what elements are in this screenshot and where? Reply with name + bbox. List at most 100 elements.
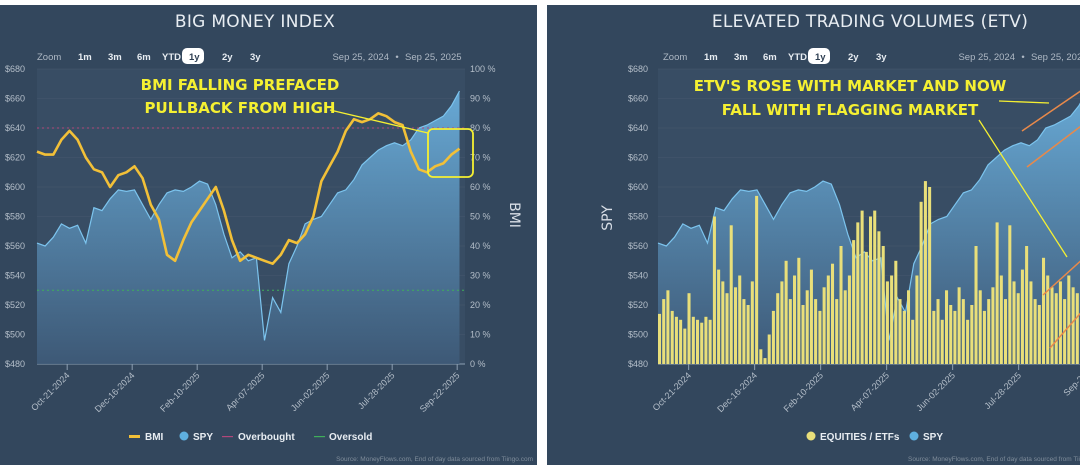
etv-bar <box>662 299 666 364</box>
zoom-button-1m[interactable]: 1m <box>78 52 92 63</box>
legend-item-spy[interactable]: SPY <box>909 431 944 444</box>
etv-bar <box>877 231 881 365</box>
etv-bar <box>1058 281 1062 364</box>
etv-bar <box>885 281 889 364</box>
range-start[interactable]: Sep 25, 2024 <box>958 52 1015 63</box>
etv-bar <box>881 246 885 364</box>
etv-bar <box>1050 287 1054 364</box>
etv-bar <box>839 246 843 364</box>
zoom-button-2y[interactable]: 2y <box>222 52 233 63</box>
zoom-button-1m[interactable]: 1m <box>704 52 718 63</box>
etv-bar <box>978 290 982 365</box>
etv-bar <box>793 275 797 364</box>
etv-bar <box>776 293 780 364</box>
zoom-button-label: YTD <box>788 52 807 63</box>
etv-bar <box>763 358 767 364</box>
legend-item-oversold[interactable]: Oversold <box>314 432 372 443</box>
etv-bar <box>729 225 733 364</box>
zoom-button-label: 2y <box>222 52 233 63</box>
etv-bars <box>658 181 1079 365</box>
legend-item-bmi[interactable]: BMI <box>129 432 164 443</box>
etv-bar <box>797 257 801 364</box>
oversold-swatch <box>314 436 325 438</box>
annotation-arrow <box>329 109 429 134</box>
range-start[interactable]: Sep 25, 2024 <box>332 52 389 63</box>
y-tick-label: 10 % <box>470 330 491 340</box>
y-tick-label: $660 <box>628 94 648 104</box>
etv-bar <box>898 299 902 364</box>
y-tick-label: $680 <box>628 64 648 74</box>
y-tick-label: $540 <box>5 271 25 281</box>
y-tick-label: $660 <box>5 94 25 104</box>
zoom-button-3y[interactable]: 3y <box>250 52 261 63</box>
legend-item-spy[interactable]: SPY <box>179 431 214 444</box>
etv-bar <box>1033 299 1037 364</box>
etv-bar <box>949 305 953 364</box>
y-tick-label: 20 % <box>470 300 491 310</box>
etv-bar <box>801 305 805 364</box>
y-tick-label: 100 % <box>470 64 496 74</box>
y-axis-title-bmi: BMI <box>506 202 522 228</box>
etv-bar <box>805 290 809 365</box>
range-end[interactable]: Sep 25, 2025 <box>405 52 462 63</box>
y-tick-label: $540 <box>628 271 648 281</box>
etv-bar <box>1042 257 1046 364</box>
overbought-swatch <box>222 436 233 438</box>
etv-bar <box>991 287 995 364</box>
zoom-button-label: YTD <box>162 52 181 63</box>
y-tick-label: 50 % <box>470 212 491 222</box>
y-tick-label: 80 % <box>470 123 491 133</box>
etv-bar <box>780 281 784 364</box>
etv-bar <box>814 299 818 364</box>
y-tick-label: $640 <box>628 123 648 133</box>
etv-bar <box>826 275 830 364</box>
etv-bar <box>788 299 792 364</box>
zoom-label: Zoom <box>37 52 61 63</box>
bmi-chart-panel: BIG MONEY INDEX Zoom 1m 3m 6m YTD 1y 2y 3y Sep 2… <box>0 5 537 465</box>
annotation-arrow <box>978 119 1068 258</box>
legend-item-equities-etfs[interactable]: EQUITIES / ETFs <box>806 431 900 444</box>
etv-bar <box>1046 275 1050 364</box>
zoom-button-6m[interactable]: 6m <box>763 52 777 63</box>
etv-bar <box>700 322 704 364</box>
range-separator: • <box>1021 52 1024 63</box>
active-pill <box>182 48 204 64</box>
zoom-button-3m[interactable]: 3m <box>108 52 122 63</box>
range-end[interactable]: Sep 25, 2025 <box>1031 52 1080 63</box>
etv-bar <box>873 210 877 364</box>
zoom-button-3y[interactable]: 3y <box>876 52 887 63</box>
zoom-button-1y[interactable]: 1y <box>182 48 204 64</box>
zoom-button-1y[interactable]: 1y <box>808 48 830 64</box>
legend-label: Overbought <box>238 432 295 443</box>
zoom-button-3m[interactable]: 3m <box>734 52 748 63</box>
annotation-line-1: ETV'S ROSE WITH MARKET AND NOW <box>694 77 1007 95</box>
source-note: Source: MoneyFlows.com, End of day data … <box>908 456 1080 463</box>
y-tick-label: $560 <box>628 241 648 251</box>
etv-bar <box>1025 246 1029 364</box>
etv-bar <box>746 305 750 364</box>
legend-label: SPY <box>923 432 943 443</box>
etv-bar <box>919 201 923 365</box>
etv-bar <box>923 181 927 364</box>
zoom-button-6m[interactable]: 6m <box>137 52 151 63</box>
zoom-button-label: 1y <box>189 52 200 63</box>
zoom-button-2y[interactable]: 2y <box>848 52 859 63</box>
etv-bar <box>843 290 847 365</box>
annotation-line-1: BMI FALLING PREFACED <box>141 76 340 94</box>
etv-bar <box>742 299 746 364</box>
etv-bar <box>708 319 712 365</box>
etv-bar <box>835 299 839 364</box>
legend-item-overbought[interactable]: Overbought <box>222 432 295 443</box>
etv-bar <box>725 293 729 364</box>
zoom-button-ytd[interactable]: YTD <box>788 52 807 63</box>
etv-bar <box>1067 275 1071 364</box>
etv-bar <box>1012 281 1016 364</box>
y-tick-label: $620 <box>628 153 648 163</box>
reference-lines <box>37 127 465 291</box>
zoom-toolbar: Zoom 1m 3m 6m YTD 1y 2y 3y Sep 25, 2024 • Sep 25, … <box>663 48 1080 64</box>
bmi-line <box>36 112 461 265</box>
zoom-button-ytd[interactable]: YTD <box>162 52 181 63</box>
etv-bar <box>907 290 911 365</box>
etv-bar <box>995 222 999 364</box>
